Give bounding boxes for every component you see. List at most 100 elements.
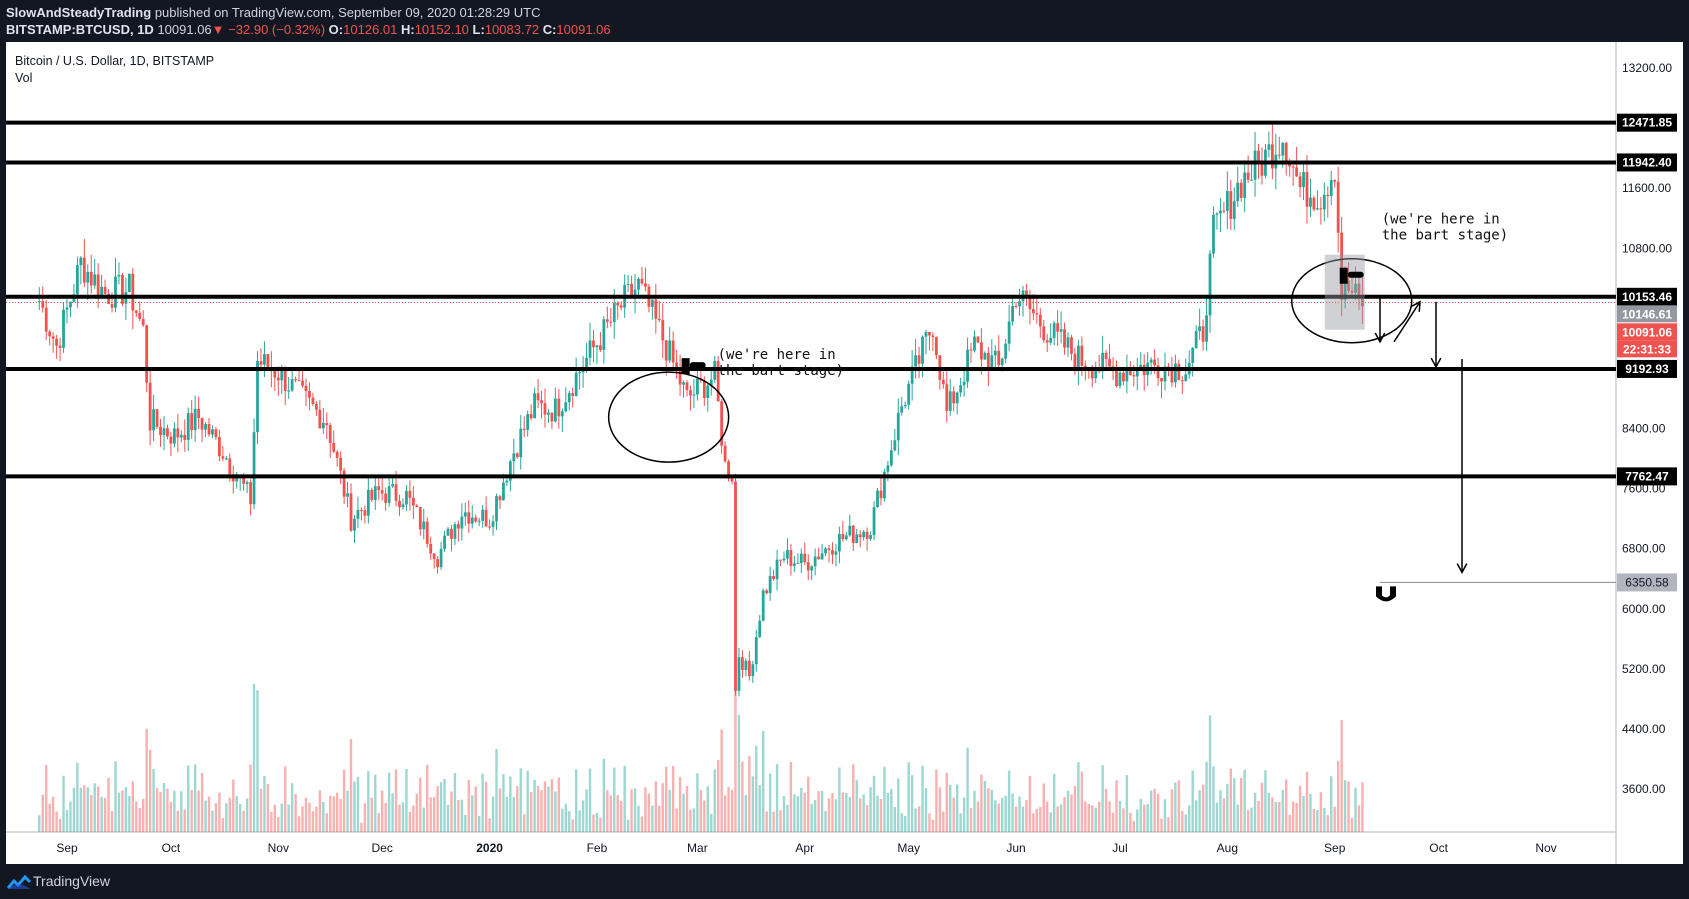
volume-bar: [1132, 821, 1136, 832]
candle-body: [1035, 313, 1039, 315]
candle-body: [734, 481, 737, 691]
candle-body: [827, 548, 831, 551]
candle-body: [550, 412, 554, 422]
volume-bar: [1139, 798, 1142, 832]
candle-body: [595, 345, 599, 348]
candle-body: [685, 382, 689, 391]
candle-body: [1250, 179, 1253, 181]
volume-bar: [1042, 783, 1045, 832]
candle-body: [1184, 374, 1188, 381]
low-label: L:: [472, 22, 485, 37]
candle-body: [138, 312, 142, 319]
volume-bar: [599, 817, 602, 832]
candle-body: [418, 507, 422, 530]
candle-body: [522, 428, 526, 430]
candle-body: [1277, 154, 1281, 156]
volume-bar: [807, 776, 810, 832]
candle-body: [339, 457, 343, 471]
candle-body: [1156, 365, 1160, 379]
candle-body: [990, 355, 994, 371]
chart-panel[interactable]: [6, 42, 1683, 864]
candle-body: [862, 531, 866, 538]
candle-body: [1284, 142, 1288, 165]
volume-bar: [79, 787, 83, 832]
volume-bar: [1066, 790, 1070, 832]
candle-body: [1132, 375, 1136, 377]
level-price-label: 7762.47: [1625, 469, 1669, 483]
volume-bar: [1295, 802, 1298, 832]
candle-body: [709, 379, 713, 386]
volume-bar: [727, 787, 730, 832]
candle-body: [65, 307, 69, 310]
level-price-tag: [1617, 287, 1677, 306]
volume-bar: [183, 809, 186, 832]
volume-bar: [942, 811, 945, 832]
candle-body: [1118, 372, 1122, 387]
arrow-head: [1374, 332, 1386, 344]
volume-bar: [987, 788, 990, 832]
candle-body: [1322, 194, 1326, 210]
candle-body: [508, 461, 512, 481]
volume-bar: [900, 813, 903, 832]
candle-body: [463, 512, 467, 517]
candle-body: [893, 440, 897, 451]
volume-bar: [862, 794, 865, 832]
volume-bar: [623, 765, 626, 832]
candle-body: [1354, 283, 1357, 293]
volume-bar: [519, 768, 522, 832]
volume-bar: [301, 806, 304, 832]
candle-body: [294, 379, 298, 381]
volume-bar: [1115, 780, 1118, 832]
candle-body: [1125, 370, 1129, 382]
annotation-text: (we're here in: [1382, 212, 1500, 228]
volume-bar: [547, 786, 550, 832]
y-tick-label: 8400.00: [1622, 422, 1666, 436]
open-label: O:: [328, 22, 344, 37]
volume-bar: [1350, 818, 1354, 832]
candle-body: [799, 553, 803, 564]
volume-bar: [1316, 809, 1319, 832]
volume-bar: [398, 804, 401, 832]
volume-bar: [190, 790, 193, 832]
volume-bar: [966, 747, 969, 832]
footer-brand[interactable]: TradingView: [33, 873, 111, 889]
volume-bar: [779, 810, 782, 832]
volume-bar: [879, 799, 883, 832]
candle-body: [973, 336, 976, 351]
annotation-text: the bart stage): [1382, 228, 1508, 244]
candle-body: [1329, 180, 1333, 196]
candle-body: [422, 521, 426, 530]
x-tick-label: Sep: [56, 841, 78, 855]
candle-body: [765, 590, 769, 594]
x-tick-label: Jun: [1006, 841, 1025, 855]
candle-body: [411, 497, 415, 506]
volume-bar: [644, 787, 647, 832]
candle-body: [44, 307, 48, 332]
volume-bar: [571, 819, 574, 832]
candle-body: [900, 406, 904, 413]
volume-bar: [1198, 790, 1201, 832]
candle-body: [273, 370, 277, 378]
volume-bar: [128, 796, 131, 832]
volume-bar: [678, 776, 682, 832]
volume-bar: [685, 785, 689, 832]
candle-body: [1212, 214, 1215, 254]
candle-body: [1243, 172, 1247, 198]
author-name[interactable]: SlowAndSteadyTrading: [6, 5, 152, 20]
volume-bar: [360, 822, 363, 832]
volume-bar: [41, 794, 44, 832]
volume-bar: [706, 786, 709, 832]
candle-body: [1038, 314, 1042, 327]
volume-bar: [1080, 771, 1084, 832]
candle-body: [796, 563, 800, 565]
volume-bar: [155, 788, 159, 832]
candle-body: [377, 486, 381, 491]
volume-bar: [730, 789, 734, 832]
candle-body: [502, 482, 505, 501]
candle-body: [626, 283, 630, 285]
candle-body: [1270, 144, 1274, 169]
volume-bar: [1167, 817, 1170, 832]
candle-body: [1326, 194, 1330, 196]
volume-bar: [852, 764, 855, 832]
